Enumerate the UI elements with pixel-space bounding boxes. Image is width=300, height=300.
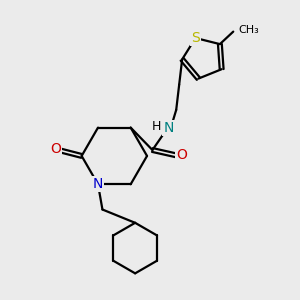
Text: N: N [93,177,103,191]
Text: CH₃: CH₃ [238,25,260,35]
Text: O: O [50,142,61,156]
Text: N: N [164,121,174,135]
Text: S: S [191,31,200,45]
Text: O: O [176,148,187,162]
Text: H: H [152,120,162,133]
